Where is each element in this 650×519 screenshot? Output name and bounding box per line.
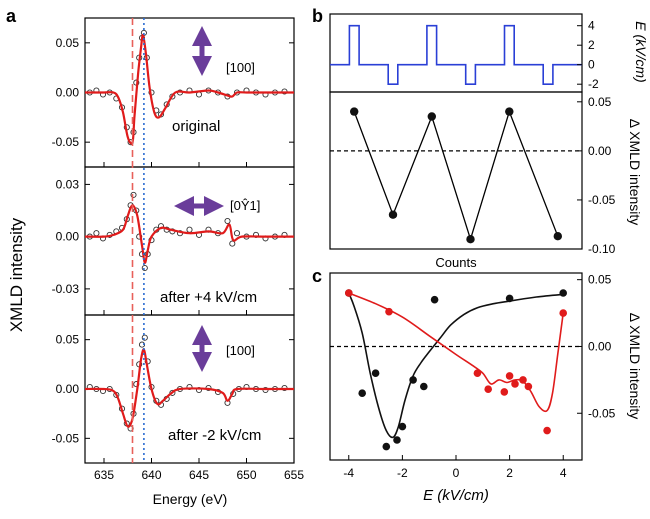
y-tick-label: -0.05 [588, 193, 616, 207]
y-tick-label: 0.00 [56, 86, 80, 100]
data-point [382, 442, 391, 451]
y-tick-label: -2 [588, 77, 599, 91]
panel-b-xlabel: Counts [435, 255, 477, 270]
panel-a-middle-annotation: after +4 kV/cm [160, 289, 257, 306]
panel-b-top-frame [329, 13, 583, 93]
x-tick-label: -2 [397, 466, 408, 480]
x-tick-label: -4 [343, 466, 354, 480]
panel-a-bottom-direction: [100] [226, 343, 255, 358]
y-tick-label: 0.05 [588, 95, 612, 109]
data-point [371, 369, 380, 378]
data-point [388, 210, 398, 219]
data-point [519, 376, 527, 384]
fit-curve [84, 204, 294, 264]
panel-b-top-plot: 4 2 0 -2 [330, 19, 599, 91]
data-point [398, 422, 407, 431]
panel-label-c: c [312, 266, 322, 286]
panel-label-a: a [6, 6, 17, 26]
x-tick-label: 635 [94, 468, 114, 482]
data-point [130, 191, 137, 198]
series-curve [348, 292, 564, 439]
data-point [345, 289, 353, 297]
series-curve [348, 292, 564, 413]
panel-b-bottom-frame [329, 91, 583, 250]
panel-label-b: b [312, 6, 323, 26]
data-point [505, 294, 514, 303]
panel-a-bottom-plot: -0.05 0.00 0.05 635 640 645 650 655 [52, 333, 305, 482]
y-tick-label: 2 [588, 38, 595, 52]
y-tick-label: 0.00 [588, 339, 612, 353]
y-tick-label: 0 [588, 58, 595, 72]
panel-a-middle-plot: -0.03 0.00 0.03 [52, 177, 295, 315]
x-tick-label: 0 [453, 466, 460, 480]
panel-a-top-plot: -0.05 0.00 0.05 [52, 29, 295, 167]
panel-b-bottom-plot: 0.05 0.00 -0.05 -0.10 [330, 95, 616, 256]
fit-curve [84, 33, 294, 145]
x-tick-label: 640 [141, 468, 161, 482]
data-point [505, 372, 514, 380]
data-point [505, 107, 514, 116]
y-tick-label: -0.05 [52, 135, 80, 149]
y-tick-label: -0.05 [52, 431, 80, 445]
data-point [484, 385, 493, 394]
y-tick-label: -0.10 [588, 242, 616, 256]
y-tick-label: 0.05 [588, 273, 612, 287]
data-point [186, 226, 193, 233]
data-point [559, 309, 567, 317]
data-point [233, 230, 241, 237]
data-point [141, 264, 148, 272]
panel-b-top-ylabel: E (kV/cm) [633, 21, 649, 82]
data-point [553, 232, 562, 241]
y-tick-label: -0.05 [588, 406, 616, 420]
data-point [511, 380, 519, 388]
data-point [141, 334, 148, 341]
y-tick-label: 0.00 [56, 230, 80, 244]
y-tick-label: 0.05 [56, 36, 80, 50]
x-tick-label: 645 [189, 468, 209, 482]
data-point [409, 376, 417, 384]
panel-c-xlabel: E (kV/cm) [423, 487, 489, 504]
y-tick-label: 0.03 [56, 177, 80, 191]
data-point [385, 307, 393, 316]
data-point [427, 112, 436, 121]
data-point [229, 240, 236, 247]
panel-b-bottom-ylabel: Δ XMLD intensity [627, 119, 643, 226]
panel-c-plot: -4 -2 0 2 4 0.05 0.00 -0.05 [330, 273, 616, 480]
data-point [420, 382, 428, 391]
panel-a-reference-lines [131, 18, 145, 463]
panel-a-middle-direction: [0Ŷ1] [230, 198, 260, 213]
y-tick-label: 4 [588, 19, 595, 33]
y-tick-label: 0.00 [56, 382, 80, 396]
y-tick-label: -0.03 [52, 282, 80, 296]
y-tick-label: 0.05 [56, 333, 80, 347]
data-point [559, 289, 567, 297]
x-tick-label: 4 [560, 466, 567, 480]
voltage-step-line [330, 24, 582, 85]
panel-a-bottom-annotation: after -2 kV/cm [168, 427, 261, 444]
data-point [393, 436, 401, 444]
y-tick-label: 0.00 [588, 144, 612, 158]
panel-a-top-direction: [100] [226, 60, 255, 75]
panel-a-xlabel: Energy (eV) [153, 491, 228, 507]
data-point [500, 388, 509, 396]
x-tick-label: 2 [506, 466, 513, 480]
fit-curve [84, 348, 294, 428]
data-point [350, 107, 359, 116]
data-point [224, 217, 231, 225]
panel-c-ylabel: Δ XMLD intensity [627, 313, 643, 420]
panel-a-top-annotation: original [172, 118, 220, 135]
data-point [358, 389, 367, 398]
panel-a-ylabel: XMLD intensity [7, 217, 26, 332]
series-line [353, 109, 559, 242]
data-point [430, 295, 439, 304]
x-tick-label: 650 [236, 468, 256, 482]
data-point [93, 230, 100, 237]
data-point [473, 369, 482, 378]
x-tick-label: 655 [284, 468, 304, 482]
data-point [524, 382, 533, 391]
data-point [543, 426, 551, 435]
data-point [466, 235, 475, 244]
